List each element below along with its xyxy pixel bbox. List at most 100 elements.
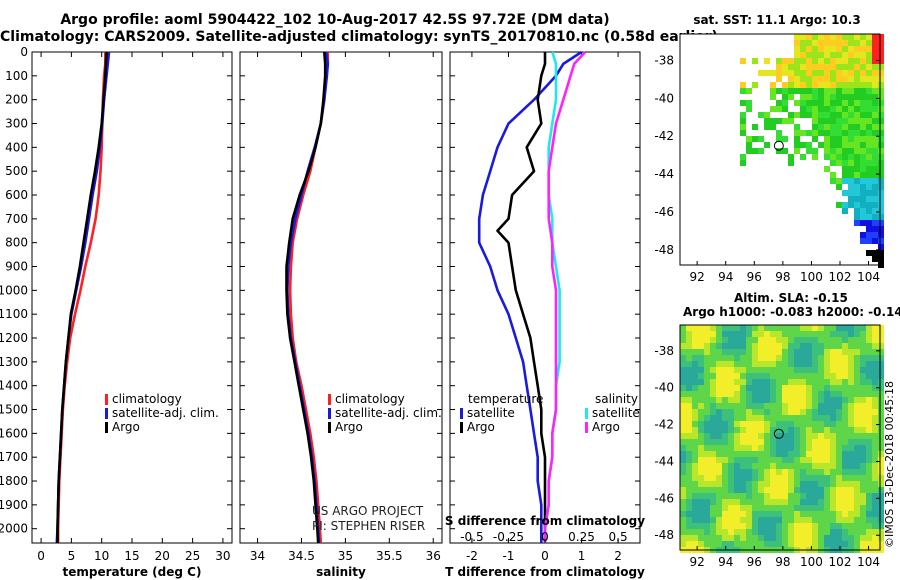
sla_map-cell bbox=[758, 517, 764, 523]
sla_map-cell bbox=[824, 331, 830, 337]
sla_map-cell bbox=[734, 451, 740, 457]
sla_map-cell bbox=[830, 499, 836, 505]
sla_map-cell bbox=[686, 361, 692, 367]
sla_map-cell bbox=[698, 475, 704, 481]
sla_map-cell bbox=[716, 439, 722, 445]
depth-tick-label: 1000 bbox=[0, 283, 28, 297]
sla_map-cell bbox=[800, 475, 806, 481]
sla_map-cell bbox=[716, 373, 722, 379]
sla_map-cell bbox=[878, 331, 884, 337]
sla_map-cell bbox=[878, 535, 884, 541]
sla_map-cell bbox=[746, 361, 752, 367]
sla_map-cell bbox=[872, 529, 878, 535]
sla_map-cell bbox=[782, 391, 788, 397]
sla_map-cell bbox=[776, 451, 782, 457]
sla_map-cell bbox=[764, 469, 770, 475]
sla_map-cell bbox=[746, 499, 752, 505]
sla_map-cell bbox=[764, 493, 770, 499]
sla_map-cell bbox=[866, 487, 872, 493]
sla_map-cell bbox=[704, 349, 710, 355]
sst_map-cell bbox=[872, 226, 878, 232]
sla_map-cell bbox=[716, 445, 722, 451]
sla_map-cell bbox=[746, 529, 752, 535]
sla_map-cell bbox=[818, 325, 824, 331]
sla_map-cell bbox=[758, 535, 764, 541]
sla_map-cell bbox=[758, 337, 764, 343]
sst_map-cell bbox=[824, 88, 830, 94]
sla_map-cell bbox=[872, 451, 878, 457]
sla_map-cell bbox=[722, 373, 728, 379]
sla_map-cell bbox=[686, 499, 692, 505]
sst_map-cell bbox=[800, 94, 806, 100]
sla_map-cell bbox=[728, 337, 734, 343]
sla_map-cell bbox=[788, 367, 794, 373]
sla_map-cell bbox=[818, 457, 824, 463]
sla_map-cell bbox=[824, 409, 830, 415]
sla_map-cell bbox=[746, 331, 752, 337]
sla_map-cell bbox=[722, 499, 728, 505]
sla_map-cell bbox=[878, 325, 884, 331]
sla_map-cell bbox=[830, 433, 836, 439]
sla_map-cell bbox=[704, 427, 710, 433]
sla_map-cell bbox=[872, 463, 878, 469]
sst_map-cell bbox=[782, 58, 788, 64]
sst_map-cell bbox=[878, 202, 884, 208]
sla_map-cell bbox=[722, 397, 728, 403]
sst_map-cell bbox=[836, 76, 842, 82]
sla_map-cell bbox=[848, 385, 854, 391]
sla_map-cell bbox=[680, 499, 686, 505]
sla_map-ytick-label: -44 bbox=[654, 454, 674, 468]
sst_map-cell bbox=[848, 154, 854, 160]
sst_map-cell bbox=[860, 220, 866, 226]
sla_map-cell bbox=[848, 421, 854, 427]
sla_map-cell bbox=[770, 355, 776, 361]
sla_map-cell bbox=[686, 391, 692, 397]
sla_map-cell bbox=[782, 415, 788, 421]
sla_map-cell bbox=[800, 493, 806, 499]
sla_map-cell bbox=[860, 367, 866, 373]
sla_map-cell bbox=[716, 529, 722, 535]
sla_map-cell bbox=[704, 487, 710, 493]
sla_map-cell bbox=[740, 463, 746, 469]
salinity-xtick-label: 35.5 bbox=[376, 549, 403, 563]
sla_map-cell bbox=[734, 367, 740, 373]
sst_map-cell bbox=[788, 160, 794, 166]
sla_map-cell bbox=[746, 475, 752, 481]
sla_map-cell bbox=[758, 385, 764, 391]
sla_map-cell bbox=[818, 361, 824, 367]
sla_map-cell bbox=[698, 367, 704, 373]
sst_map-cell bbox=[872, 220, 878, 226]
sla_map-cell bbox=[854, 439, 860, 445]
sla_map-cell bbox=[764, 349, 770, 355]
sla_map-cell bbox=[764, 391, 770, 397]
sla_map-cell bbox=[740, 361, 746, 367]
sla_map-cell bbox=[734, 325, 740, 331]
sla_map-cell bbox=[752, 403, 758, 409]
sla_map-cell bbox=[746, 343, 752, 349]
sla_map-cell bbox=[770, 463, 776, 469]
sla_map-cell bbox=[764, 505, 770, 511]
sla_map-cell bbox=[794, 433, 800, 439]
sst_map-cell bbox=[872, 34, 878, 40]
sla_map-cell bbox=[740, 505, 746, 511]
sla_map-cell bbox=[716, 469, 722, 475]
sla_map-cell bbox=[764, 475, 770, 481]
sla_map-cell bbox=[860, 505, 866, 511]
sla_map-cell bbox=[878, 487, 884, 493]
sla_map-cell bbox=[704, 343, 710, 349]
sla_map-cell bbox=[758, 493, 764, 499]
sst_map-cell bbox=[872, 76, 878, 82]
sla_map-cell bbox=[728, 481, 734, 487]
sst_map-cell bbox=[812, 118, 818, 124]
sst_map-cell bbox=[830, 70, 836, 76]
depth-tick-label: 2000 bbox=[0, 522, 28, 536]
depth-tick-label: 100 bbox=[5, 69, 28, 83]
sla_map-cell bbox=[872, 433, 878, 439]
sla_map-cell bbox=[692, 541, 698, 547]
sla_map-cell bbox=[710, 391, 716, 397]
sla_map-cell bbox=[818, 385, 824, 391]
sla_map-cell bbox=[866, 499, 872, 505]
sla_map-cell bbox=[794, 391, 800, 397]
sla_map-cell bbox=[680, 457, 686, 463]
sla_map-cell bbox=[854, 433, 860, 439]
